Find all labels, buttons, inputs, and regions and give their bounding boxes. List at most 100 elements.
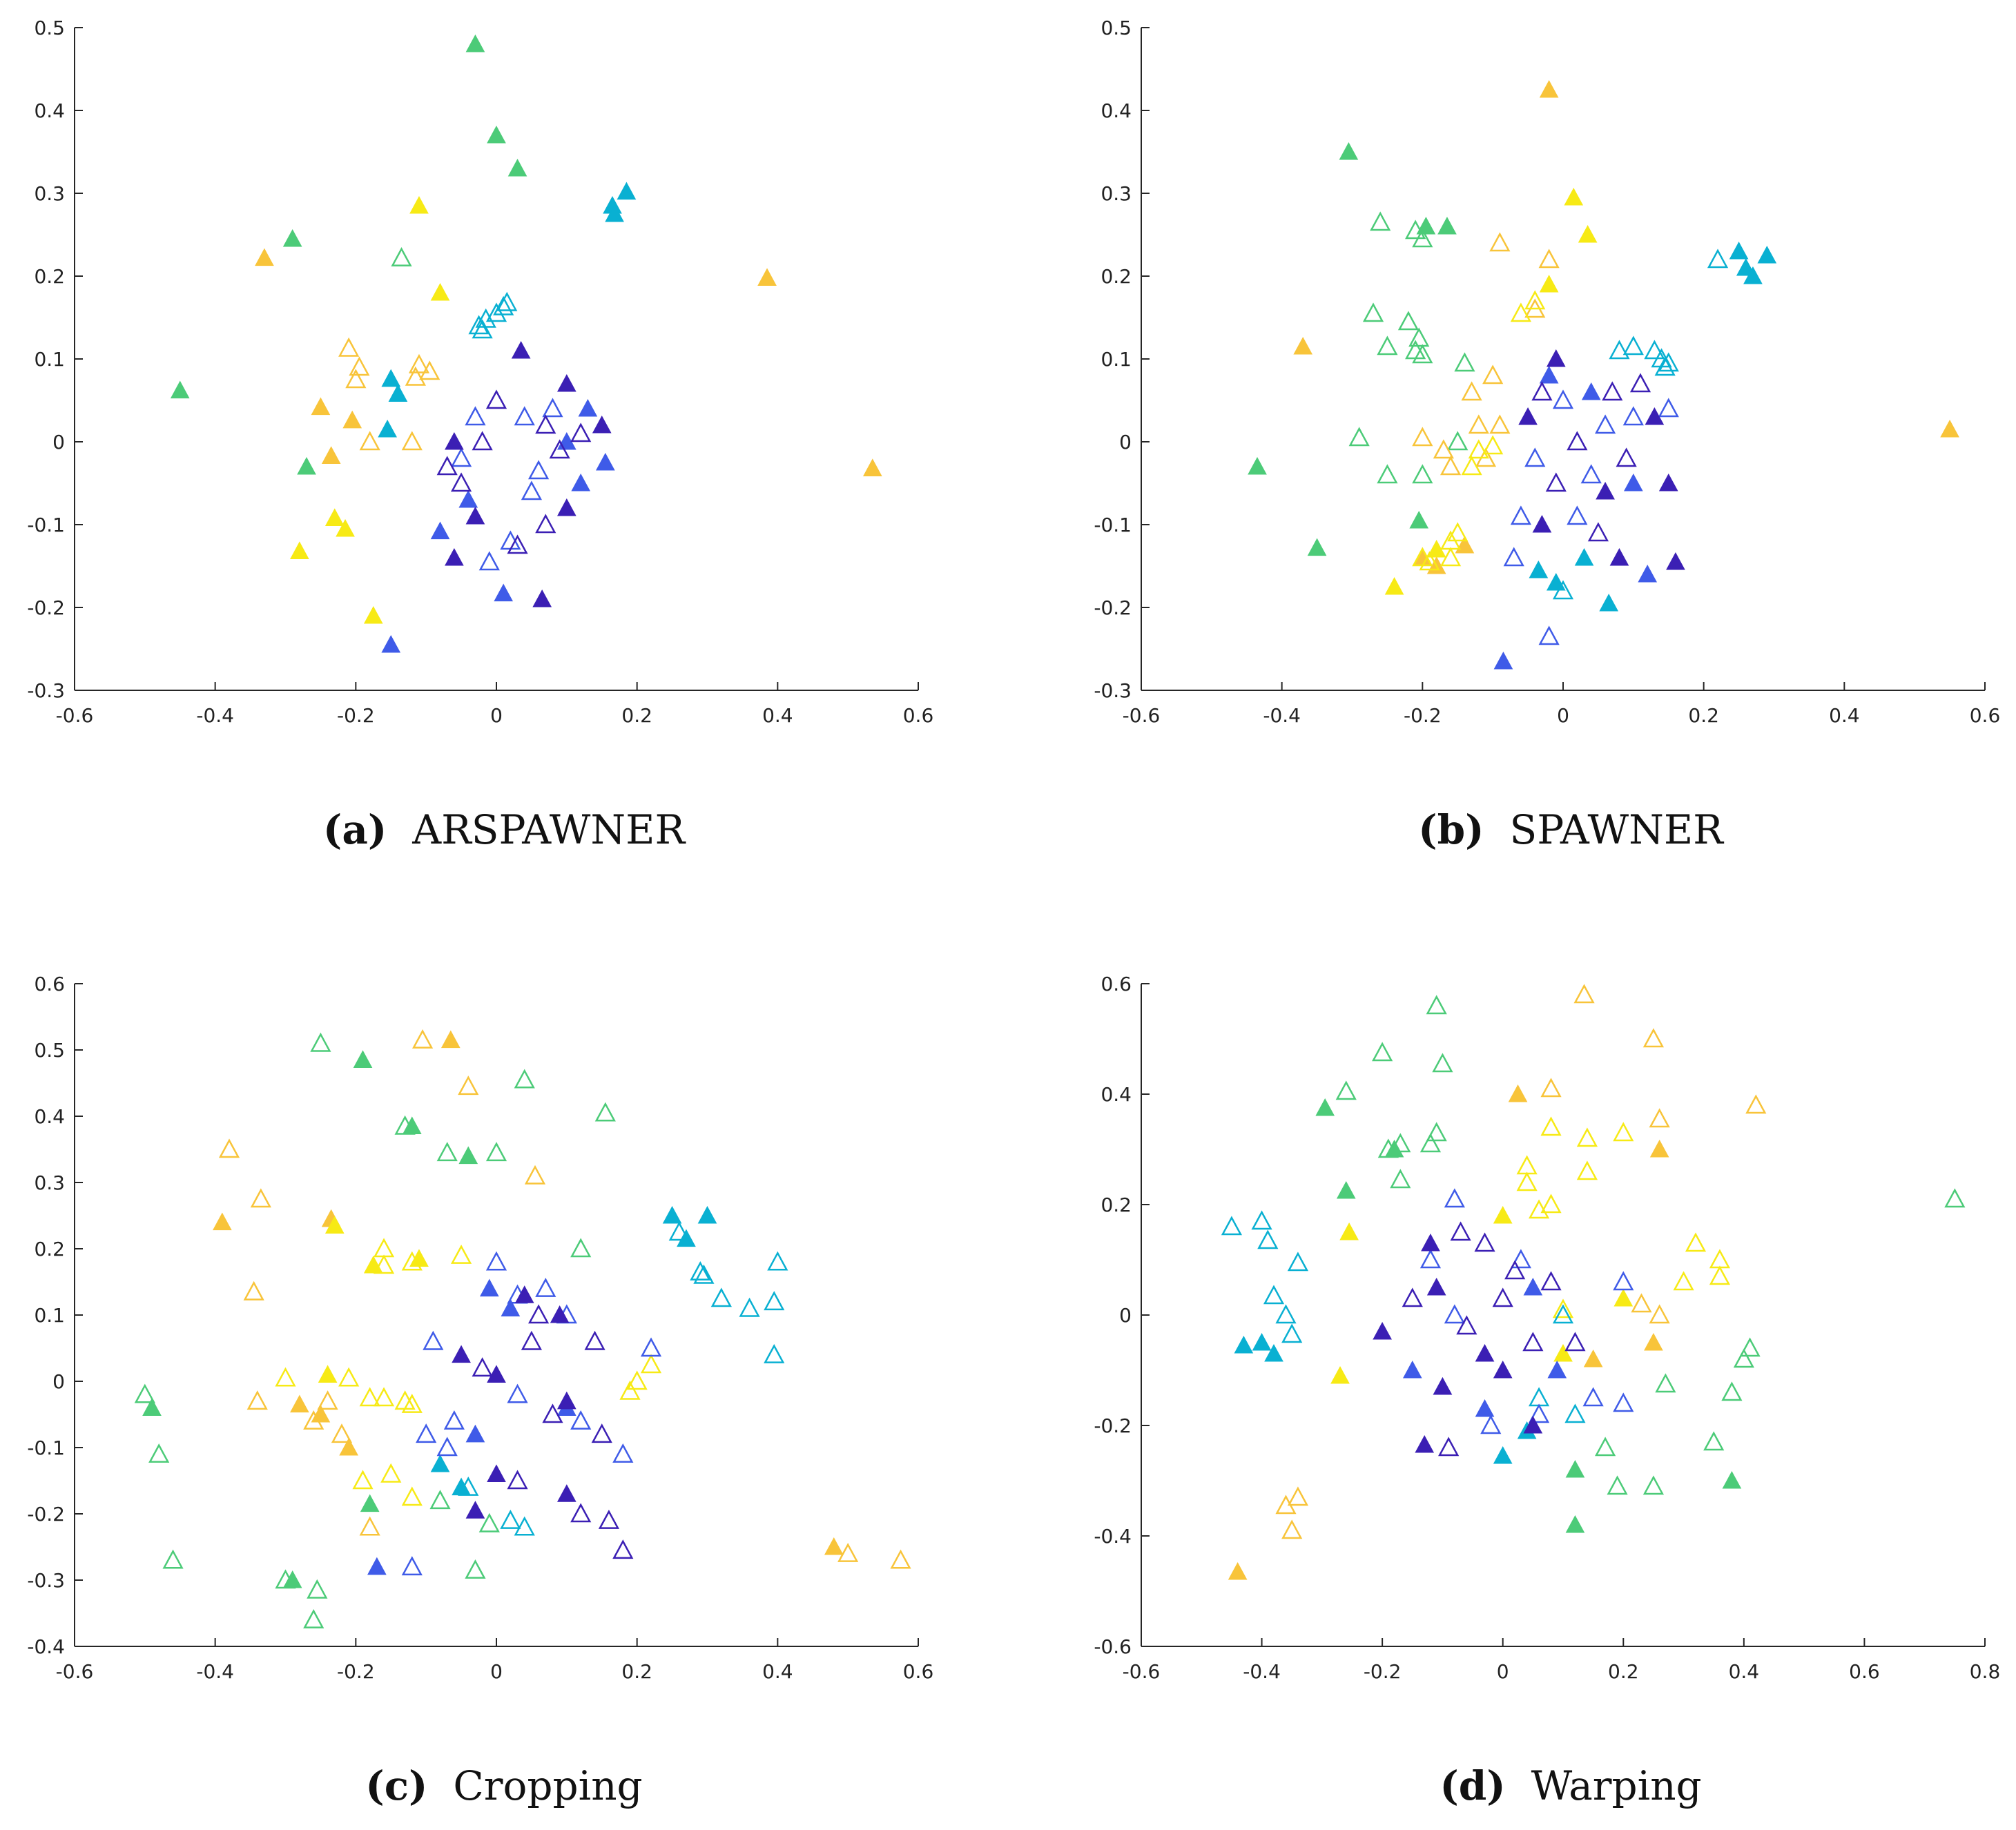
x-tick-label: 0.4 bbox=[1729, 1660, 1760, 1683]
data-point bbox=[1455, 535, 1475, 554]
data-point bbox=[1539, 79, 1559, 98]
data-point bbox=[303, 1608, 324, 1628]
data-point bbox=[381, 634, 401, 653]
data-point bbox=[535, 514, 556, 534]
axes-c: -0.6 -0.4 -0.2 0 0.2 0.4 0.6-0.4-0.3-0.2-0.100… bbox=[27, 973, 933, 1683]
data-point bbox=[317, 1390, 338, 1410]
caption-text-c: Cropping bbox=[453, 1762, 643, 1809]
data-point bbox=[549, 439, 570, 459]
data-point bbox=[1736, 257, 1756, 276]
data-point bbox=[1493, 1205, 1513, 1224]
data-point bbox=[430, 282, 450, 301]
data-point bbox=[243, 1281, 264, 1301]
data-point bbox=[1307, 538, 1327, 556]
data-point bbox=[458, 1075, 479, 1096]
data-point bbox=[1281, 1323, 1303, 1343]
data-point bbox=[1609, 547, 1629, 566]
data-point bbox=[1644, 1332, 1663, 1351]
data-point bbox=[465, 34, 485, 52]
data-point bbox=[1613, 1122, 1634, 1142]
y-tick-label: 0 bbox=[52, 431, 65, 454]
data-point bbox=[1574, 547, 1594, 566]
data-point bbox=[1599, 593, 1619, 612]
data-point bbox=[605, 204, 624, 222]
data-point bbox=[1405, 340, 1426, 360]
data-point bbox=[478, 551, 500, 571]
y-tick-label: 0.1 bbox=[34, 348, 65, 371]
data-point bbox=[1384, 576, 1404, 595]
data-point bbox=[640, 1337, 662, 1357]
x-tick-label: 0.6 bbox=[903, 1660, 934, 1683]
data-point bbox=[1503, 547, 1524, 567]
y-tick-label: -0.1 bbox=[1094, 514, 1132, 536]
data-point bbox=[1416, 216, 1436, 235]
data-point bbox=[472, 319, 493, 339]
data-point bbox=[1944, 1188, 1966, 1208]
data-point bbox=[570, 422, 592, 442]
data-point bbox=[890, 1549, 911, 1569]
data-point bbox=[514, 1516, 535, 1536]
y-tick-label: -0.2 bbox=[1094, 1414, 1132, 1437]
data-point bbox=[359, 1387, 380, 1407]
data-point bbox=[1553, 1343, 1573, 1362]
data-point bbox=[1528, 1387, 1550, 1407]
data-point bbox=[170, 380, 190, 399]
x-tick-label: 0 bbox=[1497, 1660, 1509, 1683]
data-point bbox=[1649, 1304, 1670, 1324]
caption-label-d: (d) bbox=[1440, 1762, 1506, 1809]
data-point bbox=[465, 1559, 486, 1579]
data-point bbox=[408, 353, 430, 373]
data-point bbox=[1437, 216, 1457, 235]
data-point bbox=[1623, 473, 1643, 491]
y-tick-label: -0.3 bbox=[27, 679, 65, 702]
data-point bbox=[1538, 625, 1560, 645]
panel-a: -0.6 -0.4 -0.2 0 0.2 0.4 0.6 -0.3 -0.2 -0.1 0 0.1 0.… bbox=[0, 0, 1008, 897]
scatter-plot-c: -0.6 -0.4 -0.2 0 0.2 0.4 0.6-0.4-0.3-0.2-0.100… bbox=[27, 973, 933, 1683]
data-point bbox=[1475, 1343, 1495, 1362]
data-point bbox=[360, 1494, 380, 1512]
x-tick-label: 0 bbox=[490, 704, 503, 727]
data-point bbox=[507, 534, 528, 554]
x-tick-label: -0.6 bbox=[1123, 1660, 1161, 1683]
data-point bbox=[1729, 241, 1749, 260]
data-point bbox=[1339, 1222, 1359, 1240]
data-point bbox=[507, 1470, 528, 1490]
data-point bbox=[458, 1476, 479, 1496]
y-tick-label: -0.1 bbox=[27, 1437, 65, 1459]
data-point bbox=[1248, 456, 1267, 475]
data-point bbox=[535, 414, 556, 434]
x-tick-label: 0.2 bbox=[1608, 1660, 1639, 1683]
data-point bbox=[584, 1330, 605, 1350]
data-point bbox=[162, 1549, 184, 1569]
y-tick-label: -0.4 bbox=[1094, 1525, 1132, 1548]
data-point bbox=[1468, 439, 1489, 459]
data-point bbox=[359, 1516, 380, 1536]
data-point bbox=[1576, 1160, 1598, 1180]
x-tick-label: 0.8 bbox=[1970, 1660, 2001, 1683]
y-tick-label: 0 bbox=[1119, 1304, 1132, 1327]
data-point bbox=[1492, 1287, 1513, 1307]
data-point bbox=[1532, 514, 1552, 533]
data-point bbox=[318, 1365, 338, 1383]
y-tick-label: 0.3 bbox=[34, 1171, 65, 1194]
data-point bbox=[493, 295, 514, 315]
data-point bbox=[310, 1032, 331, 1052]
data-point bbox=[485, 389, 507, 409]
data-point bbox=[592, 415, 612, 434]
y-tick-label: -0.2 bbox=[27, 1503, 65, 1526]
data-point bbox=[1531, 381, 1553, 401]
data-point bbox=[570, 1503, 592, 1523]
data-point bbox=[440, 1030, 461, 1049]
data-point bbox=[443, 1410, 465, 1430]
data-point bbox=[345, 369, 367, 389]
data-point bbox=[764, 1343, 785, 1363]
data-point bbox=[1493, 1360, 1513, 1379]
data-point bbox=[1567, 431, 1588, 451]
data-point bbox=[436, 1142, 458, 1162]
x-tick-label: 0.6 bbox=[1849, 1660, 1880, 1683]
data-point bbox=[1654, 356, 1676, 376]
panel-b: -0.6 -0.4 -0.2 0 0.2 0.4 0.6 -0.3 -0.2 -0.1 0 0.1 0.… bbox=[1067, 0, 2016, 897]
data-point bbox=[1438, 1437, 1460, 1457]
data-point bbox=[1576, 1127, 1598, 1147]
data-point bbox=[1336, 1180, 1356, 1199]
